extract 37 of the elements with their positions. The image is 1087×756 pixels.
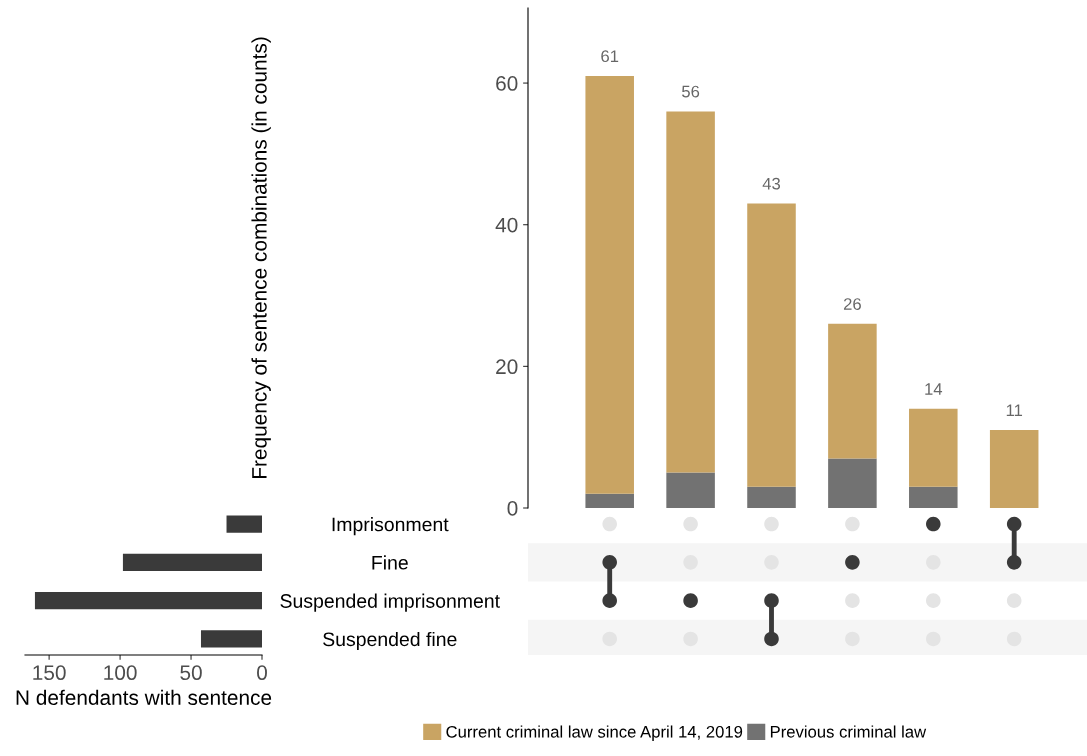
x-tick-label: 50 [180, 665, 202, 681]
bar [909, 408, 958, 487]
x-tick-label: 100 [104, 665, 137, 681]
total-label: 43 [762, 177, 781, 190]
x-tick-label: 150 [33, 665, 66, 681]
bar [747, 203, 796, 487]
y-tick-label: 40 [495, 217, 518, 233]
bar [34, 592, 262, 610]
y-tick-label: 0 [507, 501, 518, 516]
bar [585, 493, 634, 508]
bar [200, 630, 262, 648]
bar [122, 553, 262, 571]
bar [828, 323, 877, 459]
total-label: 61 [601, 50, 619, 63]
y-tick-label: Imprisonment [332, 517, 449, 536]
total-label: 56 [682, 85, 700, 98]
total-label: 11 [1006, 404, 1023, 417]
bar [828, 458, 877, 508]
total-label: 26 [843, 298, 861, 310]
x-tick-label: 0 [257, 665, 267, 681]
y-tick-label: Suspended fine [323, 631, 457, 650]
bar [989, 430, 1039, 508]
bar [666, 111, 715, 473]
legend-label: Previous criminal law [770, 725, 927, 738]
x-axis-title: N defendants with sentence [16, 689, 272, 705]
y-tick-label: 60 [496, 76, 518, 91]
bar [226, 515, 262, 533]
bar [909, 486, 958, 508]
bar [747, 486, 796, 508]
legend-label: Current criminal law since April 14, 2019 [446, 725, 743, 741]
total-label: 14 [925, 383, 943, 395]
y-axis-title: Frequency of sentence combinations (in counts) [251, 37, 271, 479]
y-tick-label: Suspended imprisonment [280, 593, 500, 612]
bar [585, 75, 634, 494]
bar [666, 472, 715, 508]
y-tick-label: 20 [496, 359, 518, 375]
y-tick-label: Fine [372, 555, 408, 570]
